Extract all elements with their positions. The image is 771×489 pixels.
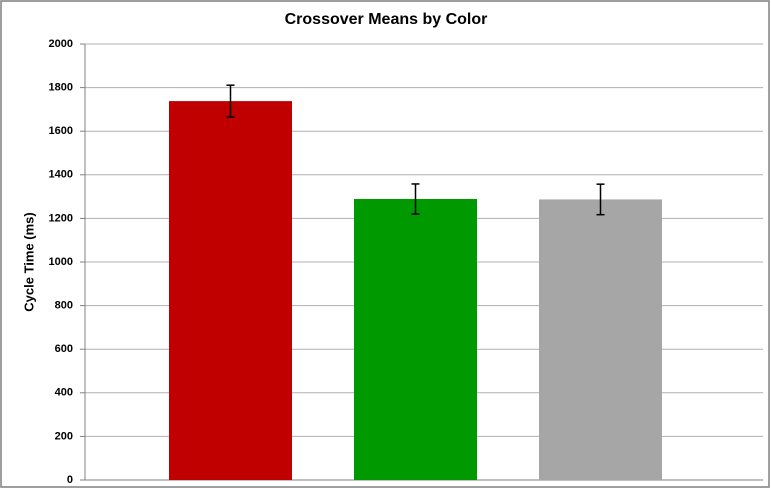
bar [169,101,292,480]
y-tick-label: 2000 [49,38,73,50]
y-tick-label: 0 [67,474,73,486]
y-tick-label: 1400 [49,169,73,181]
y-tick-label: 1000 [49,256,73,268]
y-tick-label: 1200 [49,212,73,224]
error-bar [596,183,605,216]
y-tick-label: 800 [55,300,73,312]
y-tick-label: 400 [55,387,73,399]
y-axis-label: Cycle Time (ms) [21,212,36,311]
bar [354,198,477,481]
y-tick-label: 600 [55,343,73,355]
y-tick-label: 1800 [49,82,73,94]
y-tick-label: 1600 [49,125,73,137]
error-bar [226,84,235,118]
bar [539,199,662,480]
y-tick-label: 200 [55,430,73,442]
chart-title: Crossover Means by Color [285,11,488,28]
error-bar [411,183,420,215]
